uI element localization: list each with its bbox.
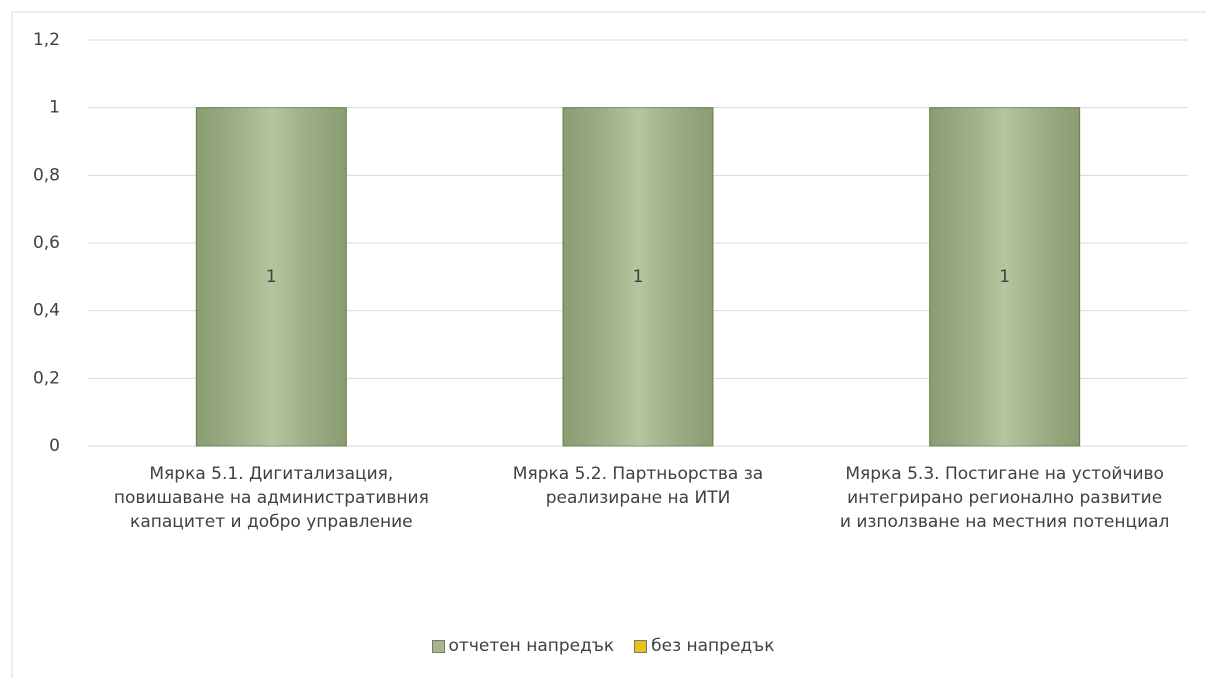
legend-swatch — [431, 639, 445, 653]
x-tick-label: Мярка 5.3. Постигане на устойчиво интегр… — [839, 464, 1170, 532]
y-tick-label: 1 — [49, 98, 60, 118]
data-label: 1 — [999, 267, 1010, 287]
x-tick-label: Мярка 5.2. Партньорства за реализиране н… — [512, 464, 764, 508]
legend-label: отчетен напредък — [448, 636, 615, 656]
x-tick-label: Мярка 5.1. Дигитализация, повишаване на … — [113, 464, 429, 532]
legend-item: без напредък — [634, 636, 774, 656]
y-tick-label: 0,8 — [33, 165, 60, 185]
data-label: 1 — [266, 267, 277, 287]
bar-sheen — [563, 107, 713, 447]
bar-sheen — [929, 107, 1080, 447]
y-tick-label: 1,2 — [33, 30, 60, 50]
legend: отчетен напредък без напредък — [0, 636, 1206, 656]
y-tick-label: 0 — [49, 436, 60, 456]
y-tick-label: 0,6 — [33, 233, 60, 253]
y-tick-label: 0,2 — [33, 368, 60, 388]
legend-label: без напредък — [651, 636, 775, 656]
legend-item: отчетен напредък — [431, 636, 615, 656]
bar-sheen — [196, 107, 347, 447]
chart-frame — [11, 11, 1206, 678]
y-tick-label: 0,4 — [33, 301, 60, 321]
data-label: 1 — [633, 267, 644, 287]
legend-swatch — [634, 639, 648, 653]
